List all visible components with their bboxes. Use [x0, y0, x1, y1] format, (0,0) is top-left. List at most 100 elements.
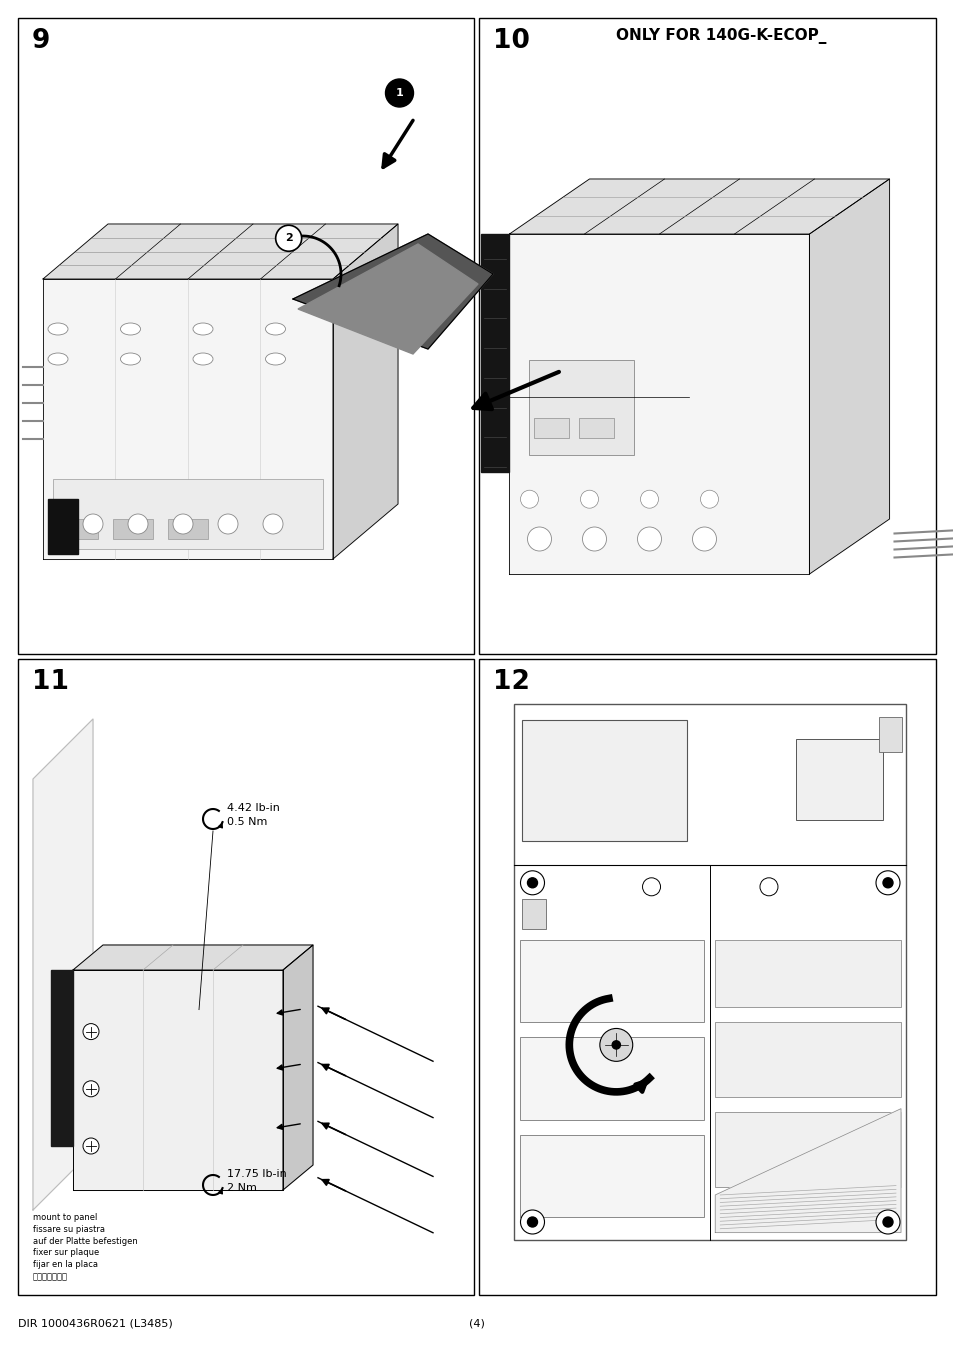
- Circle shape: [263, 514, 283, 535]
- Polygon shape: [509, 180, 888, 234]
- Bar: [522, 899, 545, 929]
- Bar: [520, 940, 703, 1022]
- Circle shape: [700, 490, 718, 508]
- Ellipse shape: [193, 323, 213, 335]
- Bar: [715, 940, 900, 1007]
- Bar: [479, 659, 935, 1295]
- Ellipse shape: [120, 352, 140, 365]
- Ellipse shape: [48, 352, 68, 365]
- Ellipse shape: [265, 323, 285, 335]
- FancyArrowPatch shape: [322, 1064, 345, 1076]
- Polygon shape: [43, 224, 397, 279]
- Circle shape: [760, 878, 777, 896]
- Polygon shape: [297, 244, 477, 354]
- Bar: [796, 740, 882, 819]
- Circle shape: [527, 1216, 537, 1227]
- Bar: [715, 1112, 900, 1188]
- FancyArrowPatch shape: [322, 1180, 345, 1191]
- Text: DIR 1000436R0621 (L3485): DIR 1000436R0621 (L3485): [18, 1318, 172, 1328]
- Text: ONLY FOR 140G-K-ECOP_: ONLY FOR 140G-K-ECOP_: [616, 28, 826, 45]
- Polygon shape: [333, 224, 397, 559]
- Bar: [481, 234, 509, 472]
- Circle shape: [520, 871, 544, 895]
- Polygon shape: [715, 1108, 900, 1233]
- Text: 9: 9: [32, 28, 51, 54]
- Text: 2: 2: [285, 234, 293, 243]
- Bar: [514, 703, 905, 1241]
- Ellipse shape: [120, 323, 140, 335]
- Polygon shape: [809, 180, 888, 574]
- Bar: [51, 971, 73, 1146]
- Circle shape: [83, 1138, 99, 1154]
- Circle shape: [582, 526, 606, 551]
- Circle shape: [172, 514, 193, 535]
- Circle shape: [218, 514, 237, 535]
- Polygon shape: [43, 279, 333, 559]
- Polygon shape: [73, 945, 313, 971]
- Circle shape: [83, 1023, 99, 1040]
- Circle shape: [83, 1081, 99, 1096]
- Circle shape: [275, 225, 301, 251]
- Circle shape: [882, 878, 892, 888]
- FancyArrowPatch shape: [218, 824, 222, 828]
- Polygon shape: [33, 720, 92, 1210]
- Circle shape: [875, 871, 899, 895]
- Circle shape: [612, 1041, 619, 1049]
- Circle shape: [637, 526, 660, 551]
- Polygon shape: [73, 971, 283, 1189]
- Circle shape: [128, 514, 148, 535]
- Bar: [520, 1037, 703, 1120]
- FancyArrowPatch shape: [635, 1079, 649, 1092]
- Circle shape: [692, 526, 716, 551]
- FancyArrowPatch shape: [277, 1010, 300, 1015]
- Bar: [48, 500, 78, 554]
- Circle shape: [875, 1210, 899, 1234]
- Polygon shape: [509, 234, 809, 574]
- Bar: [715, 1022, 900, 1098]
- Circle shape: [579, 490, 598, 508]
- Circle shape: [599, 1029, 632, 1061]
- Text: 17.75 lb-in
2 Nm: 17.75 lb-in 2 Nm: [227, 1169, 287, 1192]
- Circle shape: [639, 490, 658, 508]
- Polygon shape: [293, 234, 493, 350]
- Circle shape: [83, 514, 103, 535]
- Bar: [112, 518, 152, 539]
- FancyArrowPatch shape: [473, 371, 558, 409]
- Circle shape: [527, 526, 551, 551]
- Text: (4): (4): [469, 1318, 484, 1328]
- Bar: [58, 518, 98, 539]
- FancyArrowPatch shape: [277, 1123, 300, 1130]
- Bar: [578, 418, 614, 437]
- Text: 10: 10: [493, 28, 530, 54]
- Circle shape: [385, 80, 413, 107]
- Circle shape: [520, 490, 537, 508]
- Bar: [520, 1135, 703, 1218]
- FancyArrowPatch shape: [322, 1008, 345, 1019]
- Text: 11: 11: [32, 670, 69, 695]
- Bar: [522, 720, 686, 841]
- Text: 1: 1: [395, 88, 403, 99]
- FancyArrowPatch shape: [218, 1189, 222, 1193]
- Bar: [529, 360, 634, 455]
- Bar: [479, 18, 935, 653]
- Text: 12: 12: [493, 670, 530, 695]
- Text: 4.42 lb-in
0.5 Nm: 4.42 lb-in 0.5 Nm: [227, 803, 279, 826]
- Bar: [534, 418, 569, 437]
- Ellipse shape: [48, 323, 68, 335]
- FancyArrowPatch shape: [383, 120, 413, 167]
- Bar: [18, 18, 474, 653]
- Ellipse shape: [265, 352, 285, 365]
- FancyArrowPatch shape: [322, 1123, 345, 1134]
- Text: mount to panel
fissare su piastra
auf der Platte befestigen
fixer sur plaque
fij: mount to panel fissare su piastra auf de…: [33, 1214, 137, 1281]
- Circle shape: [520, 1210, 544, 1234]
- Bar: [53, 479, 323, 549]
- FancyArrowPatch shape: [277, 1064, 300, 1071]
- FancyArrowPatch shape: [280, 235, 291, 243]
- Circle shape: [642, 878, 659, 896]
- Bar: [168, 518, 208, 539]
- Circle shape: [527, 878, 537, 888]
- Polygon shape: [283, 945, 313, 1189]
- Bar: [878, 717, 901, 752]
- Ellipse shape: [193, 352, 213, 365]
- Bar: [18, 659, 474, 1295]
